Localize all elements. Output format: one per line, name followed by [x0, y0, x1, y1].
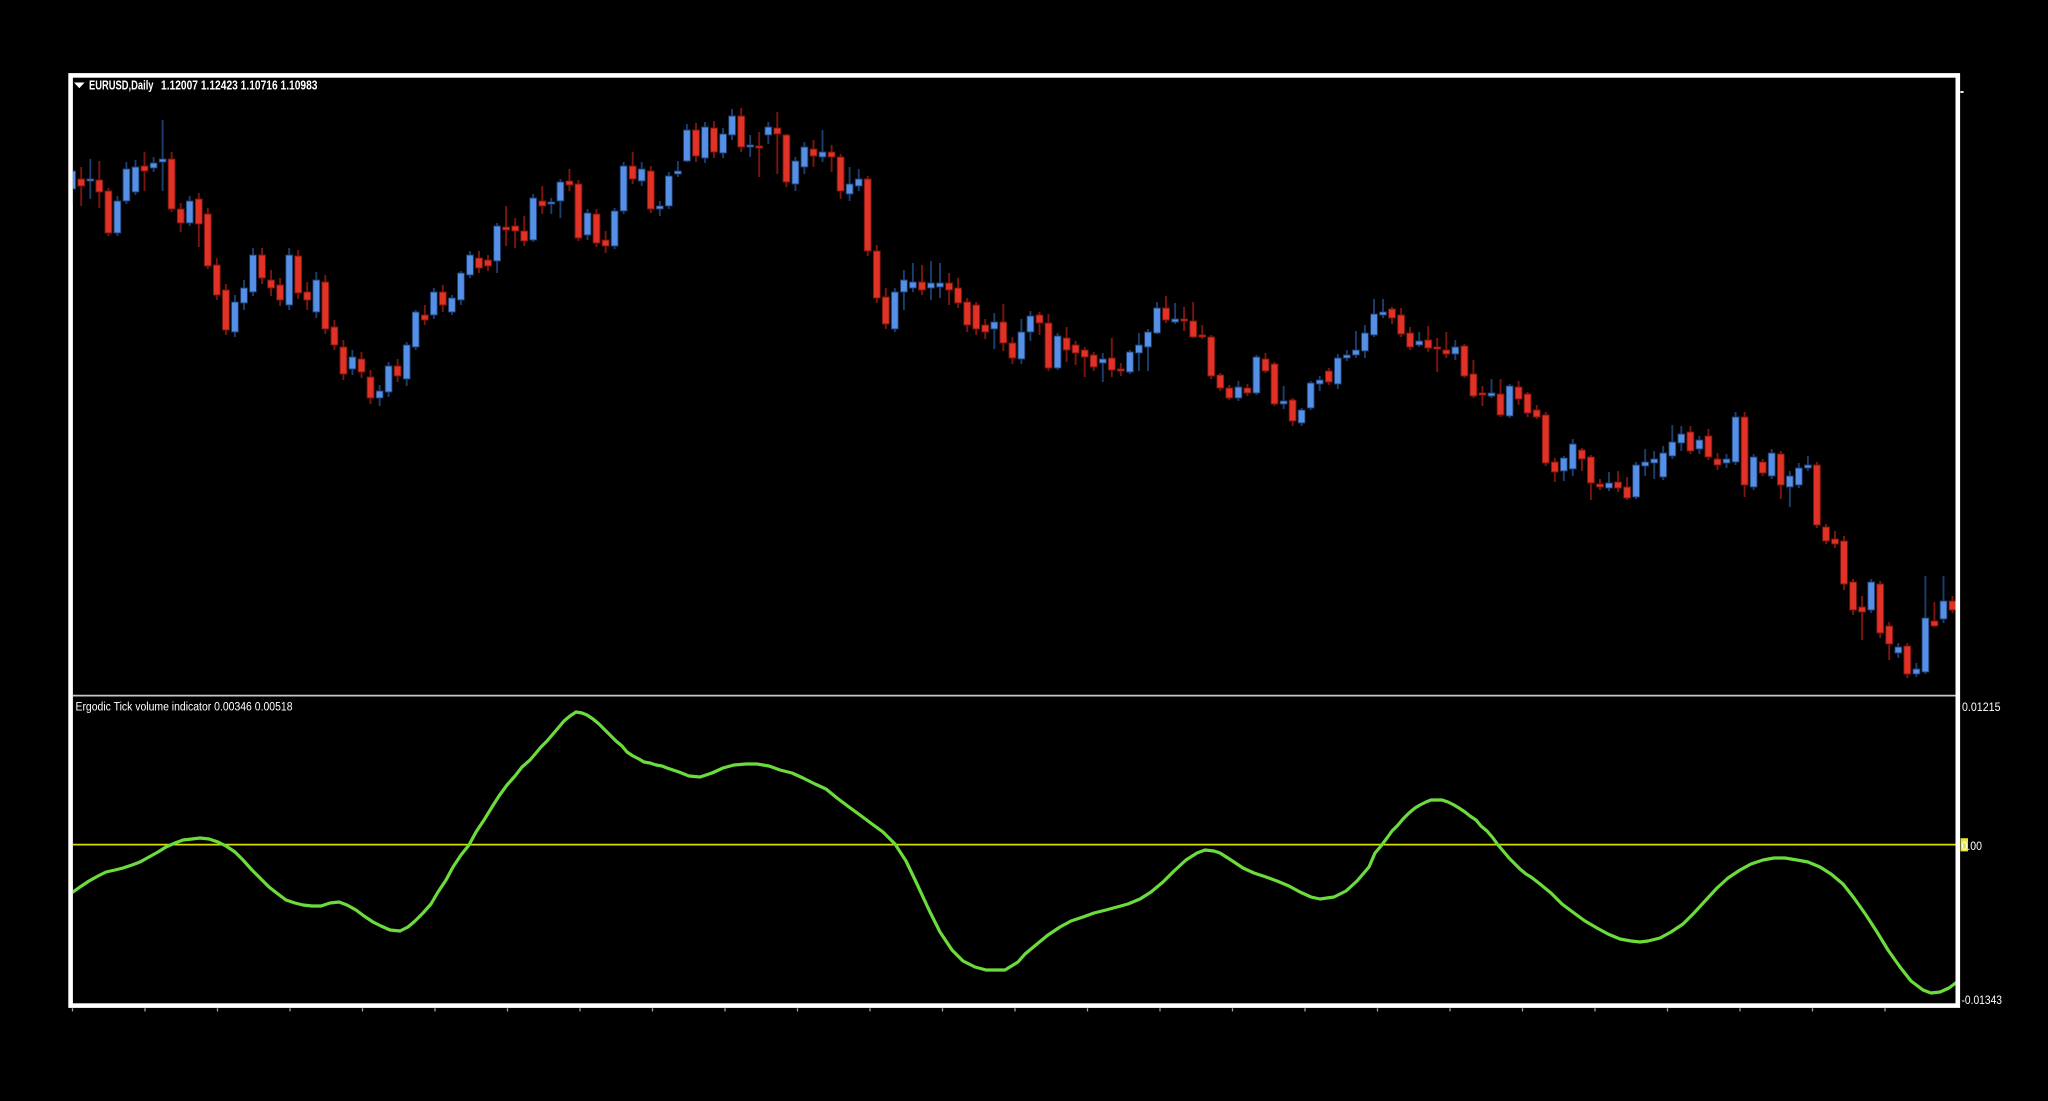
svg-text:Ergodic Tick volume indicator: Ergodic Tick volume indicator 0.00346 0.…: [76, 699, 293, 713]
svg-text:1.12007 1.12423 1.10716 1.1098: 1.12007 1.12423 1.10716 1.10983: [161, 79, 318, 93]
svg-text:-0.01343: -0.01343: [1962, 993, 2003, 1007]
svg-text:EURUSD,Daily: EURUSD,Daily: [89, 79, 154, 93]
svg-text:0.01215: 0.01215: [1962, 700, 2001, 714]
svg-text:0.00: 0.00: [1962, 839, 1983, 853]
